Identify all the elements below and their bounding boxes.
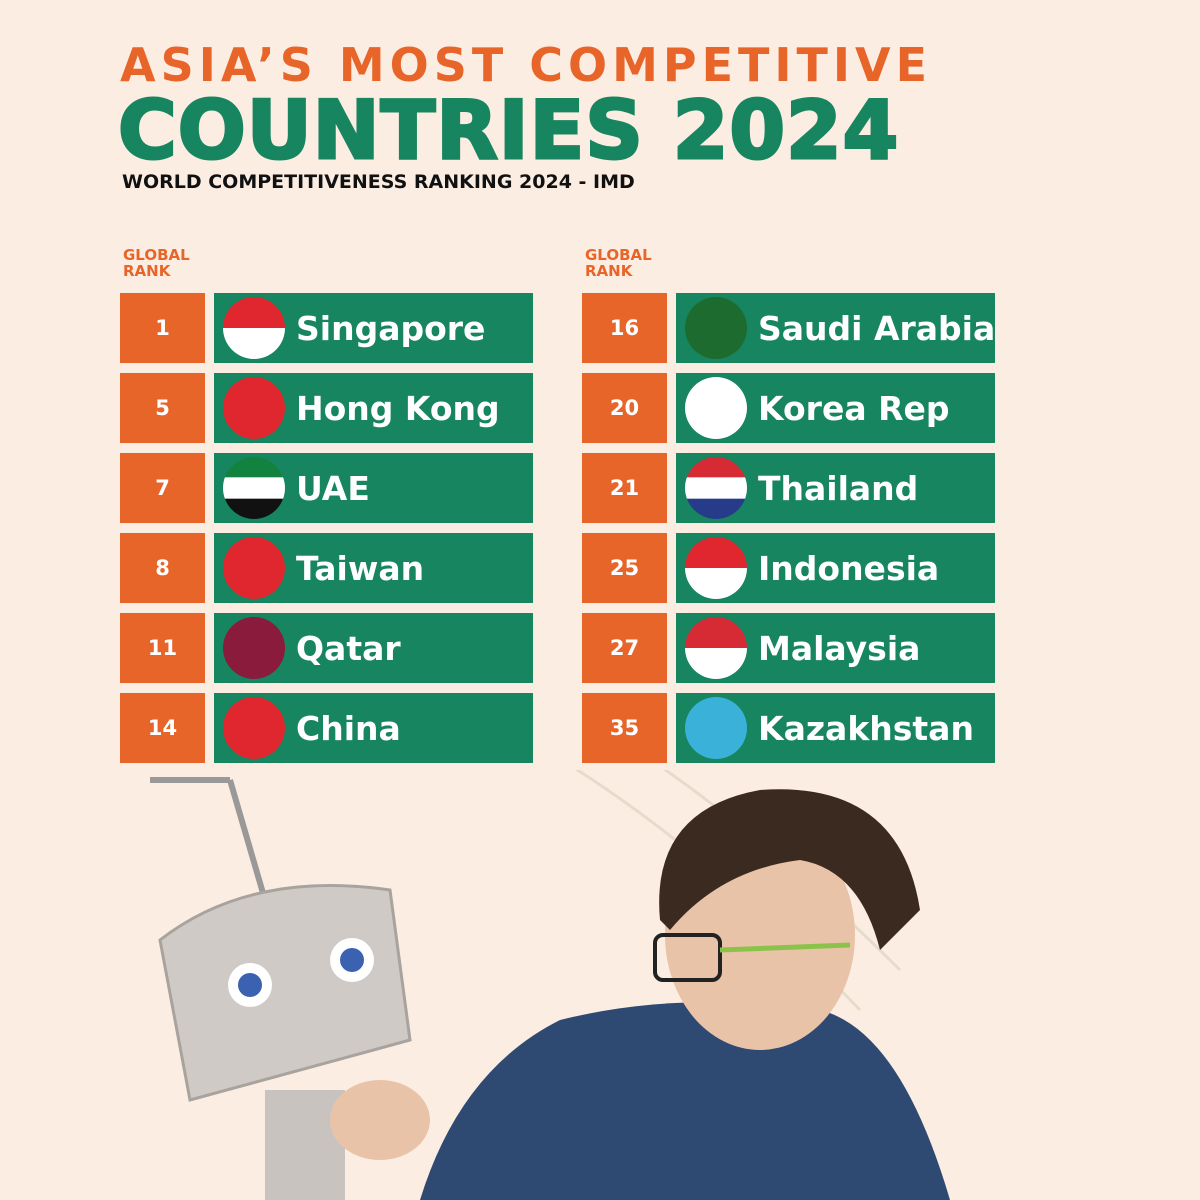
country-cell: Singapore xyxy=(214,293,533,363)
country-cell: Malaysia xyxy=(676,613,995,683)
country-cell: Qatar xyxy=(214,613,533,683)
flag xyxy=(223,617,285,679)
country-cell: Saudi Arabia xyxy=(676,293,995,363)
country-name: UAE xyxy=(296,468,370,508)
rank-cell: 11 xyxy=(120,613,205,683)
flag xyxy=(223,537,285,599)
country-cell: Hong Kong xyxy=(214,373,533,443)
rank-header: GLOBAL RANK xyxy=(585,247,652,279)
country-cell: China xyxy=(214,693,533,763)
country-name: Saudi Arabia xyxy=(758,308,996,348)
rank-cell: 14 xyxy=(120,693,205,763)
subtitle: WORLD COMPETITIVENESS RANKING 2024 - IMD xyxy=(122,171,635,193)
country-cell: Korea Rep xyxy=(676,373,995,443)
flag xyxy=(223,377,285,439)
country-name: China xyxy=(296,708,401,748)
country-name: Kazakhstan xyxy=(758,708,974,748)
robot-eye xyxy=(340,948,364,972)
country-name: Taiwan xyxy=(296,548,425,588)
rank-cell: 21 xyxy=(582,453,667,523)
glasses xyxy=(653,933,722,982)
country-cell: UAE xyxy=(214,453,533,523)
rank-header-line: RANK xyxy=(123,262,171,280)
flag xyxy=(685,457,747,519)
country-cell: Indonesia xyxy=(676,533,995,603)
flag xyxy=(685,377,747,439)
country-name: Malaysia xyxy=(758,628,921,668)
rank-header-line: GLOBAL xyxy=(585,246,652,264)
country-name: Qatar xyxy=(296,628,401,668)
country-cell: Kazakhstan xyxy=(676,693,995,763)
flag xyxy=(223,457,285,519)
rank-cell: 5 xyxy=(120,373,205,443)
country-name: Hong Kong xyxy=(296,388,500,428)
rank-cell: 16 xyxy=(582,293,667,363)
country-name: Thailand xyxy=(758,468,919,508)
flag xyxy=(223,297,285,359)
rank-header: GLOBAL RANK xyxy=(123,247,190,279)
country-name: Singapore xyxy=(296,308,486,348)
robot-eye xyxy=(238,973,262,997)
flag xyxy=(685,617,747,679)
country-cell: Thailand xyxy=(676,453,995,523)
rank-cell: 25 xyxy=(582,533,667,603)
flag xyxy=(685,297,747,359)
rank-cell: 8 xyxy=(120,533,205,603)
flag xyxy=(223,697,285,759)
title-line2: COUNTRIES 2024 xyxy=(116,83,900,179)
country-name: Indonesia xyxy=(758,548,940,588)
robot-body xyxy=(265,1090,345,1200)
photo xyxy=(150,770,950,1200)
rank-cell: 20 xyxy=(582,373,667,443)
rank-header-line: GLOBAL xyxy=(123,246,190,264)
rank-cell: 35 xyxy=(582,693,667,763)
glasses-arm xyxy=(719,942,851,953)
boy-hand xyxy=(330,1080,430,1160)
country-name: Korea Rep xyxy=(758,388,950,428)
boy-jacket xyxy=(420,1002,950,1200)
flag xyxy=(685,537,747,599)
rank-header-line: RANK xyxy=(585,262,633,280)
flag xyxy=(685,697,747,759)
robot-antenna xyxy=(227,779,268,901)
rank-cell: 7 xyxy=(120,453,205,523)
rank-cell: 27 xyxy=(582,613,667,683)
country-cell: Taiwan xyxy=(214,533,533,603)
boy-hair xyxy=(659,789,920,950)
robot-head xyxy=(158,884,412,1102)
rank-cell: 1 xyxy=(120,293,205,363)
title-line1: ASIA’S MOST COMPETITIVE xyxy=(120,38,933,92)
